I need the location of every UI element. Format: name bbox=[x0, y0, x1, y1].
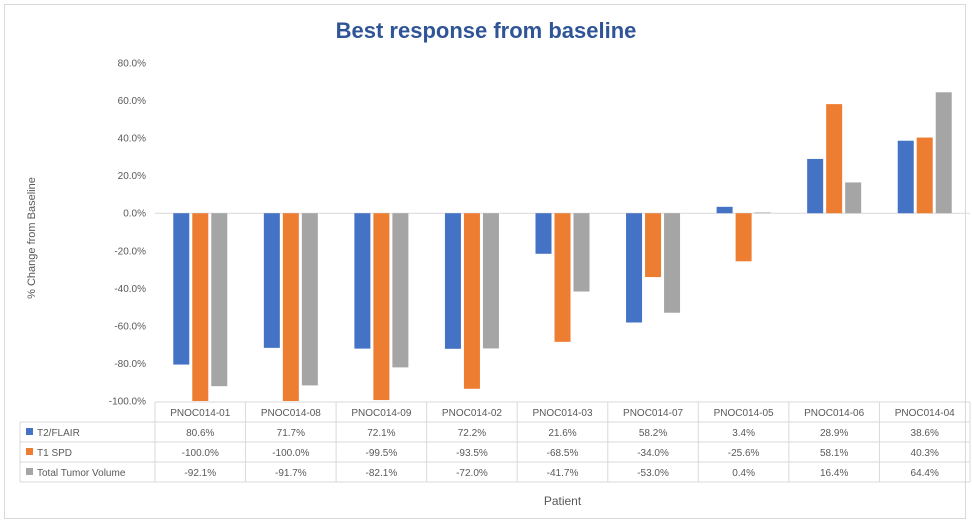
data-label: 72.1% bbox=[367, 428, 395, 439]
bar bbox=[897, 140, 914, 214]
data-label: -82.1% bbox=[366, 468, 398, 479]
y-tick-label: -80.0% bbox=[114, 359, 146, 370]
bar bbox=[463, 213, 480, 389]
category-label: PNOC014-09 bbox=[351, 408, 411, 419]
category-label: PNOC014-01 bbox=[170, 408, 230, 419]
legend-swatch bbox=[26, 468, 33, 475]
bar bbox=[554, 213, 571, 342]
bar bbox=[916, 137, 933, 214]
data-label: -41.7% bbox=[547, 468, 579, 479]
legend-label: T1 SPD bbox=[37, 448, 72, 459]
y-tick-label: 60.0% bbox=[118, 96, 146, 107]
bar bbox=[807, 158, 824, 214]
bar bbox=[192, 213, 209, 401]
bar bbox=[211, 213, 228, 387]
data-label: -68.5% bbox=[547, 448, 579, 459]
chart-frame bbox=[4, 4, 966, 519]
bar bbox=[535, 213, 552, 254]
category-label: PNOC014-08 bbox=[261, 408, 321, 419]
y-tick-label: -20.0% bbox=[114, 246, 146, 257]
data-label: -100.0% bbox=[182, 448, 219, 459]
data-label: 21.6% bbox=[548, 428, 576, 439]
data-label: 0.4% bbox=[732, 468, 755, 479]
bar bbox=[263, 213, 280, 348]
bar bbox=[626, 213, 643, 323]
data-label: 72.2% bbox=[458, 428, 486, 439]
bar bbox=[645, 213, 662, 278]
bar bbox=[392, 213, 409, 368]
data-label: -91.7% bbox=[275, 468, 307, 479]
data-label: -53.0% bbox=[637, 468, 669, 479]
data-label: 28.9% bbox=[820, 428, 848, 439]
data-label: -93.5% bbox=[456, 448, 488, 459]
bar bbox=[735, 213, 752, 262]
data-label: -100.0% bbox=[272, 448, 309, 459]
bar bbox=[845, 182, 862, 214]
data-label: 58.2% bbox=[639, 428, 667, 439]
category-label: PNOC014-03 bbox=[532, 408, 592, 419]
bar bbox=[935, 92, 952, 214]
category-label: PNOC014-07 bbox=[623, 408, 683, 419]
category-label: PNOC014-04 bbox=[895, 408, 955, 419]
bar bbox=[373, 213, 390, 401]
data-label: 71.7% bbox=[277, 428, 305, 439]
data-label: -99.5% bbox=[366, 448, 398, 459]
x-axis-label: Patient bbox=[543, 494, 582, 508]
data-label: 3.4% bbox=[732, 428, 755, 439]
data-label: 16.4% bbox=[820, 468, 848, 479]
data-label: 64.4% bbox=[911, 468, 939, 479]
bar bbox=[301, 213, 318, 386]
data-label: 80.6% bbox=[186, 428, 214, 439]
bar bbox=[826, 104, 843, 214]
bar bbox=[444, 213, 461, 349]
y-tick-label: -60.0% bbox=[114, 321, 146, 332]
y-tick-label: 40.0% bbox=[118, 134, 146, 145]
legend-swatch bbox=[26, 448, 33, 455]
category-label: PNOC014-06 bbox=[804, 408, 864, 419]
bar bbox=[282, 213, 299, 401]
y-tick-label: -40.0% bbox=[114, 284, 146, 295]
bar bbox=[354, 213, 371, 349]
y-tick-label: -100.0% bbox=[109, 397, 146, 408]
data-label: -25.6% bbox=[728, 448, 760, 459]
bar bbox=[754, 212, 771, 214]
y-tick-label: 80.0% bbox=[118, 59, 146, 70]
category-label: PNOC014-05 bbox=[714, 408, 774, 419]
data-label: -72.0% bbox=[456, 468, 488, 479]
bar bbox=[664, 213, 681, 313]
bar bbox=[573, 213, 590, 292]
bar bbox=[716, 206, 733, 214]
legend-swatch bbox=[26, 428, 33, 435]
bar bbox=[173, 213, 190, 365]
legend-label: Total Tumor Volume bbox=[37, 468, 126, 479]
data-label: 38.6% bbox=[911, 428, 939, 439]
y-tick-label: 0.0% bbox=[123, 209, 146, 220]
category-label: PNOC014-02 bbox=[442, 408, 502, 419]
data-label: -92.1% bbox=[184, 468, 216, 479]
data-label: 40.3% bbox=[911, 448, 939, 459]
legend-label: T2/FLAIR bbox=[37, 428, 80, 439]
chart-title: Best response from baseline bbox=[335, 18, 637, 43]
data-label: -34.0% bbox=[637, 448, 669, 459]
bar bbox=[482, 213, 499, 349]
y-tick-label: 20.0% bbox=[118, 171, 146, 182]
data-label: 58.1% bbox=[820, 448, 848, 459]
